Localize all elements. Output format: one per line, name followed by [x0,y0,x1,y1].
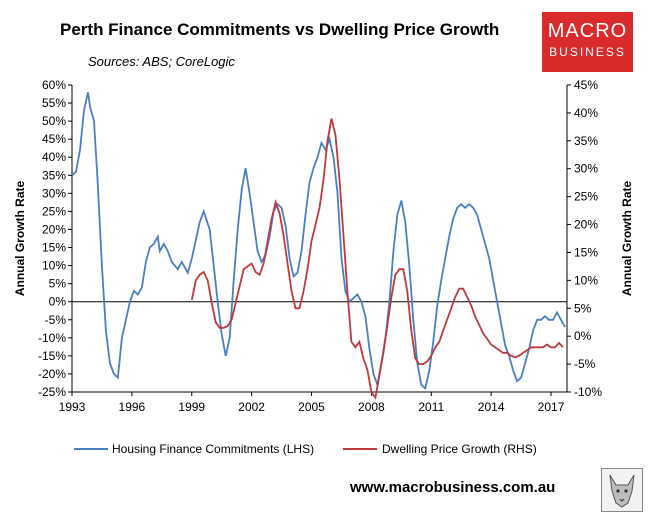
x-tick-label: 1996 [119,400,146,414]
left-tick-label: 35% [42,168,66,182]
right-tick-label: 25% [574,190,598,204]
right-tick-label: 0% [574,329,592,343]
left-tick-label: -25% [38,385,66,399]
x-tick-label: 2008 [358,400,385,414]
right-tick-label: 10% [574,273,598,287]
left-tick-label: 30% [42,186,66,200]
chart-title: Perth Finance Commitments vs Dwelling Pr… [60,20,500,39]
right-tick-label: 5% [574,301,592,315]
x-tick-label: 2014 [478,400,505,414]
x-tick-label: 1993 [59,400,86,414]
y-axis-title-right: Annual Growth Rate [620,181,634,297]
series-line-housing-finance [71,92,566,391]
right-tick-label: -5% [574,357,596,371]
left-tick-label: 10% [42,259,66,273]
left-tick-label: -20% [38,367,66,381]
line-chart: 60% 55% 50% 45% 40% 35% 30% 25% 20% 15% 10% 5% 0% -5%… [13,78,634,456]
left-axis-ticks: 60% 55% 50% 45% 40% 35% 30% 25% 20% 15% 10% 5% 0% -5%… [38,78,72,399]
x-tick-label: 2002 [238,400,265,414]
right-tick-label: 30% [574,162,598,176]
x-axis-ticks: 1993 1996 1999 2002 2005 2008 2011 2014 2017 [59,392,565,414]
left-tick-label: 40% [42,150,66,164]
right-tick-label: 20% [574,218,598,232]
left-tick-label: 0% [49,295,67,309]
left-tick-label: 45% [42,132,66,146]
logo-line-1: MACRO [547,20,628,42]
chart-legend: Housing Finance Commitments (LHS) Dwelli… [74,442,537,456]
legend-label-dwelling-price: Dwelling Price Growth (RHS) [382,442,537,456]
y-axis-title-left: Annual Growth Rate [13,181,27,297]
x-tick-label: 2005 [298,400,325,414]
legend-label-housing-finance: Housing Finance Commitments (LHS) [112,442,314,456]
left-tick-label: -10% [38,331,66,345]
left-tick-label: 60% [42,78,66,92]
left-tick-label: -15% [38,349,66,363]
website-url: www.macrobusiness.com.au [350,479,556,496]
right-tick-label: -10% [574,385,602,399]
chart-subtitle: Sources: ABS; CoreLogic [88,54,235,69]
left-tick-label: 55% [42,96,66,110]
left-tick-label: -5% [45,313,67,327]
x-tick-label: 2011 [418,400,444,414]
right-axis-ticks: 45% 40% 35% 30% 25% 20% 15% 10% 5% 0% -5% -10% [567,78,602,399]
series-line-dwelling-price [190,118,564,400]
x-tick-label: 2017 [538,400,565,414]
logo-line-2: BUSINESS [549,45,626,59]
x-tick-label: 1999 [178,400,205,414]
left-tick-label: 5% [49,277,67,291]
left-tick-label: 20% [42,222,66,236]
right-tick-label: 40% [574,106,598,120]
wolf-logo-icon [601,468,643,512]
right-tick-label: 15% [574,245,598,259]
left-tick-label: 50% [42,114,66,128]
left-tick-label: 25% [42,204,66,218]
right-tick-label: 45% [574,78,598,92]
macrobusiness-logo: MACRO BUSINESS [542,12,633,72]
left-tick-label: 15% [42,241,66,255]
right-tick-label: 35% [574,134,598,148]
